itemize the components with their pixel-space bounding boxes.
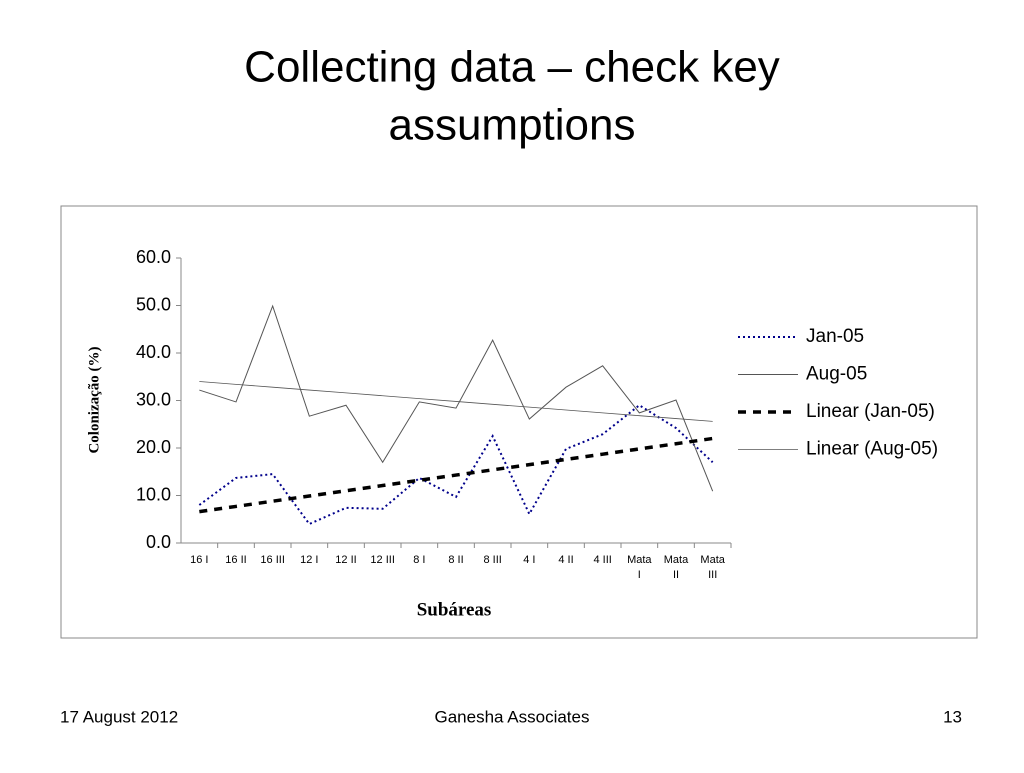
x-tick-label: 8 II [448,554,463,566]
footer-date: 17 August 2012 [60,707,178,726]
legend-label: Aug-05 [806,364,867,385]
series-line [199,436,713,514]
x-axis-label: Subáreas [417,599,492,620]
y-tick-label: 10.0 [136,484,171,504]
x-tick-label: Mata II [664,554,689,581]
legend-label: Jan-05 [806,326,864,347]
x-tick-label: 16 I [190,554,208,566]
slide-title: Collecting data – check key [244,43,780,92]
series-line [199,304,714,492]
y-tick-label: 60.0 [136,247,171,267]
y-tick-label: 0.0 [146,532,171,552]
x-tick-label: 8 III [483,554,501,566]
chart-frame [60,205,978,639]
footer-company: Ganesha Associates [435,707,590,726]
x-tick-label: 16 III [260,554,284,566]
slide-title: assumptions [388,101,635,150]
y-axis-label: Colonização (%) [86,346,102,453]
x-tick-label: Mata I [627,554,652,581]
x-tick-label: 12 I [300,554,318,566]
x-tick-label: 16 II [225,554,246,566]
series-line [198,404,714,526]
x-tick-label: Mata III [700,554,725,581]
x-tick-label: 12 II [335,554,356,566]
series-line [199,381,713,422]
x-tick-label: 4 II [558,554,573,566]
y-tick-label: 50.0 [136,294,171,314]
legend-label: Linear (Jan-05) [806,401,935,422]
legend-label: Linear (Aug-05) [806,439,938,460]
y-tick-label: 30.0 [136,389,171,409]
x-tick-label: 8 I [413,554,425,566]
x-tick-label: 4 III [593,554,611,566]
y-tick-label: 40.0 [136,342,171,362]
footer-page: 13 [943,707,962,726]
x-tick-label: 12 III [370,554,394,566]
y-tick-label: 20.0 [136,437,171,457]
x-tick-label: 4 I [523,554,535,566]
